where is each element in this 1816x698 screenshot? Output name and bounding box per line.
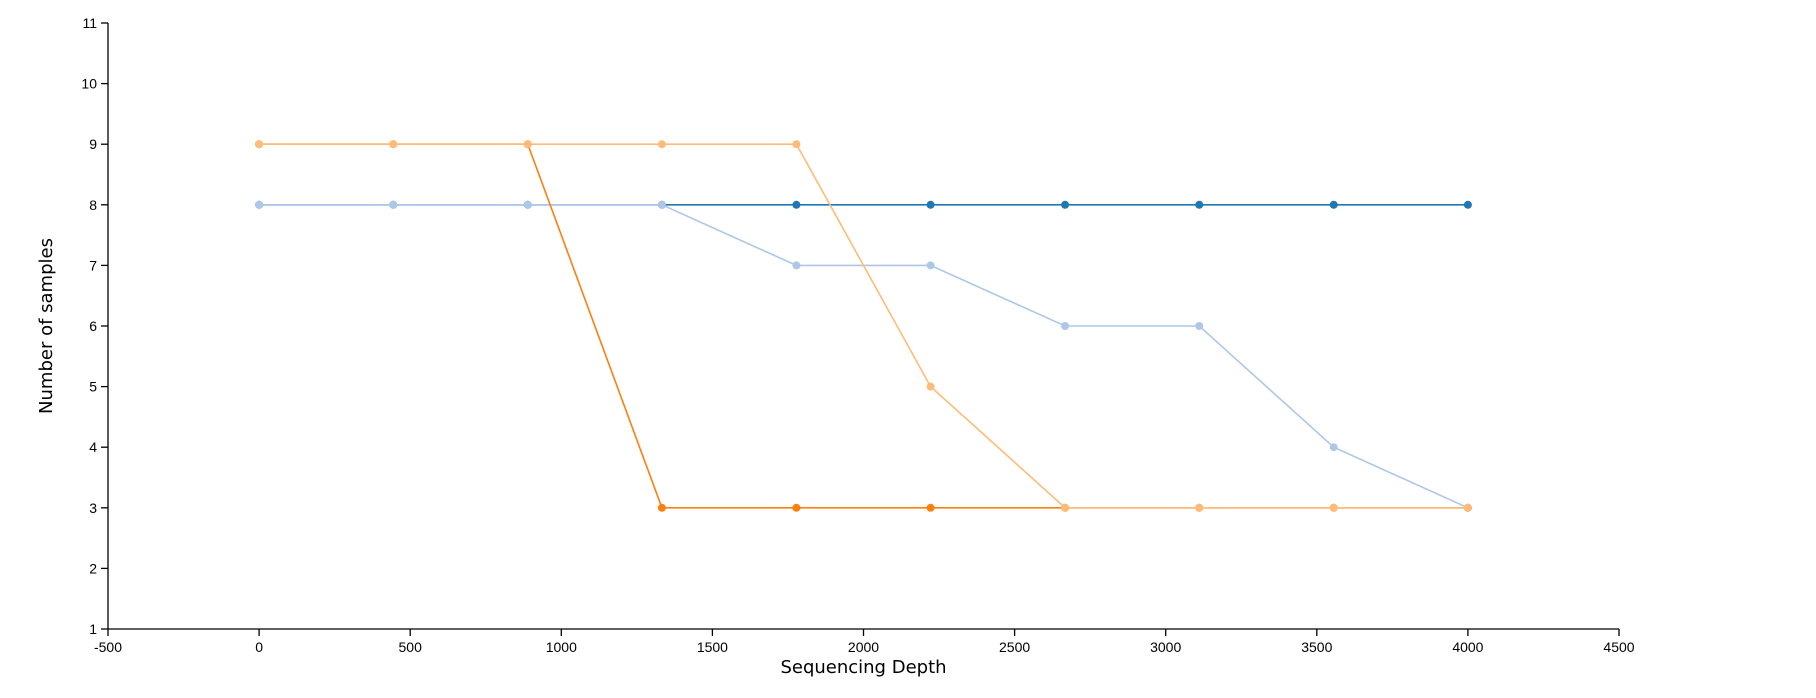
y-tick-label: 10 [81, 76, 97, 92]
data-point[interactable] [657, 140, 666, 149]
x-tick-label: 4500 [1603, 639, 1634, 655]
y-tick-label: 7 [89, 257, 97, 273]
data-point[interactable] [1061, 503, 1070, 512]
data-point[interactable] [792, 140, 801, 149]
data-point[interactable] [926, 503, 935, 512]
data-point[interactable] [1329, 443, 1338, 452]
data-point[interactable] [255, 200, 264, 209]
data-point[interactable] [1463, 503, 1472, 512]
data-point[interactable] [1195, 200, 1204, 209]
data-point[interactable] [1061, 322, 1070, 330]
series-3 [255, 140, 1472, 512]
x-tick-label: 4000 [1452, 639, 1483, 655]
data-point[interactable] [523, 140, 532, 149]
data-point[interactable] [523, 200, 532, 209]
data-point[interactable] [389, 140, 398, 149]
data-point[interactable] [926, 261, 935, 270]
data-point[interactable] [926, 200, 935, 209]
data-point[interactable] [926, 382, 935, 391]
y-tick-label: 11 [82, 15, 97, 31]
x-axis-title: Sequencing Depth [780, 657, 946, 678]
y-tick-label: 6 [89, 318, 97, 334]
data-point[interactable] [1195, 503, 1204, 512]
data-point[interactable] [1329, 200, 1338, 209]
data-point[interactable] [657, 200, 666, 209]
x-tick-label: 0 [255, 639, 263, 655]
x-tick-label: 1000 [546, 639, 577, 655]
data-point[interactable] [792, 503, 801, 512]
x-axis-ticks: -500 0 500 1000 1500 2000 2500 3000 3500 4000 4500 [94, 629, 1635, 655]
x-tick-label: 1500 [697, 639, 728, 655]
data-point[interactable] [1061, 200, 1070, 209]
series-layer [255, 140, 1472, 512]
data-point[interactable] [1329, 503, 1338, 512]
data-point[interactable] [792, 200, 801, 209]
series-line [259, 204, 1469, 509]
data-point[interactable] [389, 200, 398, 209]
y-tick-label: 5 [89, 379, 97, 395]
x-tick-label: 500 [399, 639, 423, 655]
y-axis-ticks: 1 2 3 4 5 6 7 8 9 10 11 [81, 15, 108, 637]
x-tick-label: -500 [94, 639, 122, 655]
y-tick-label: 2 [89, 560, 97, 576]
data-point[interactable] [1195, 322, 1204, 330]
series-line [259, 143, 1468, 509]
y-tick-label: 4 [89, 439, 97, 455]
x-tick-label: 2500 [999, 639, 1030, 655]
y-tick-label: 8 [89, 197, 97, 213]
series-2 [255, 200, 1472, 512]
data-point[interactable] [792, 261, 801, 270]
axes-layer: -500 0 500 1000 1500 2000 2500 3000 3500 4000 4500… [81, 15, 1634, 655]
x-tick-label: 3500 [1301, 639, 1332, 655]
y-tick-label: 1 [89, 621, 97, 637]
y-axis-title: Number of samples [36, 238, 57, 414]
series-4 [255, 140, 1472, 512]
y-tick-label: 3 [89, 500, 97, 516]
data-point[interactable] [1463, 200, 1472, 209]
x-tick-label: 2000 [848, 639, 879, 655]
data-point[interactable] [657, 503, 666, 512]
y-tick-label: 9 [89, 136, 97, 152]
data-point[interactable] [255, 140, 264, 149]
x-tick-label: 3000 [1150, 639, 1181, 655]
series-line [259, 143, 1468, 509]
